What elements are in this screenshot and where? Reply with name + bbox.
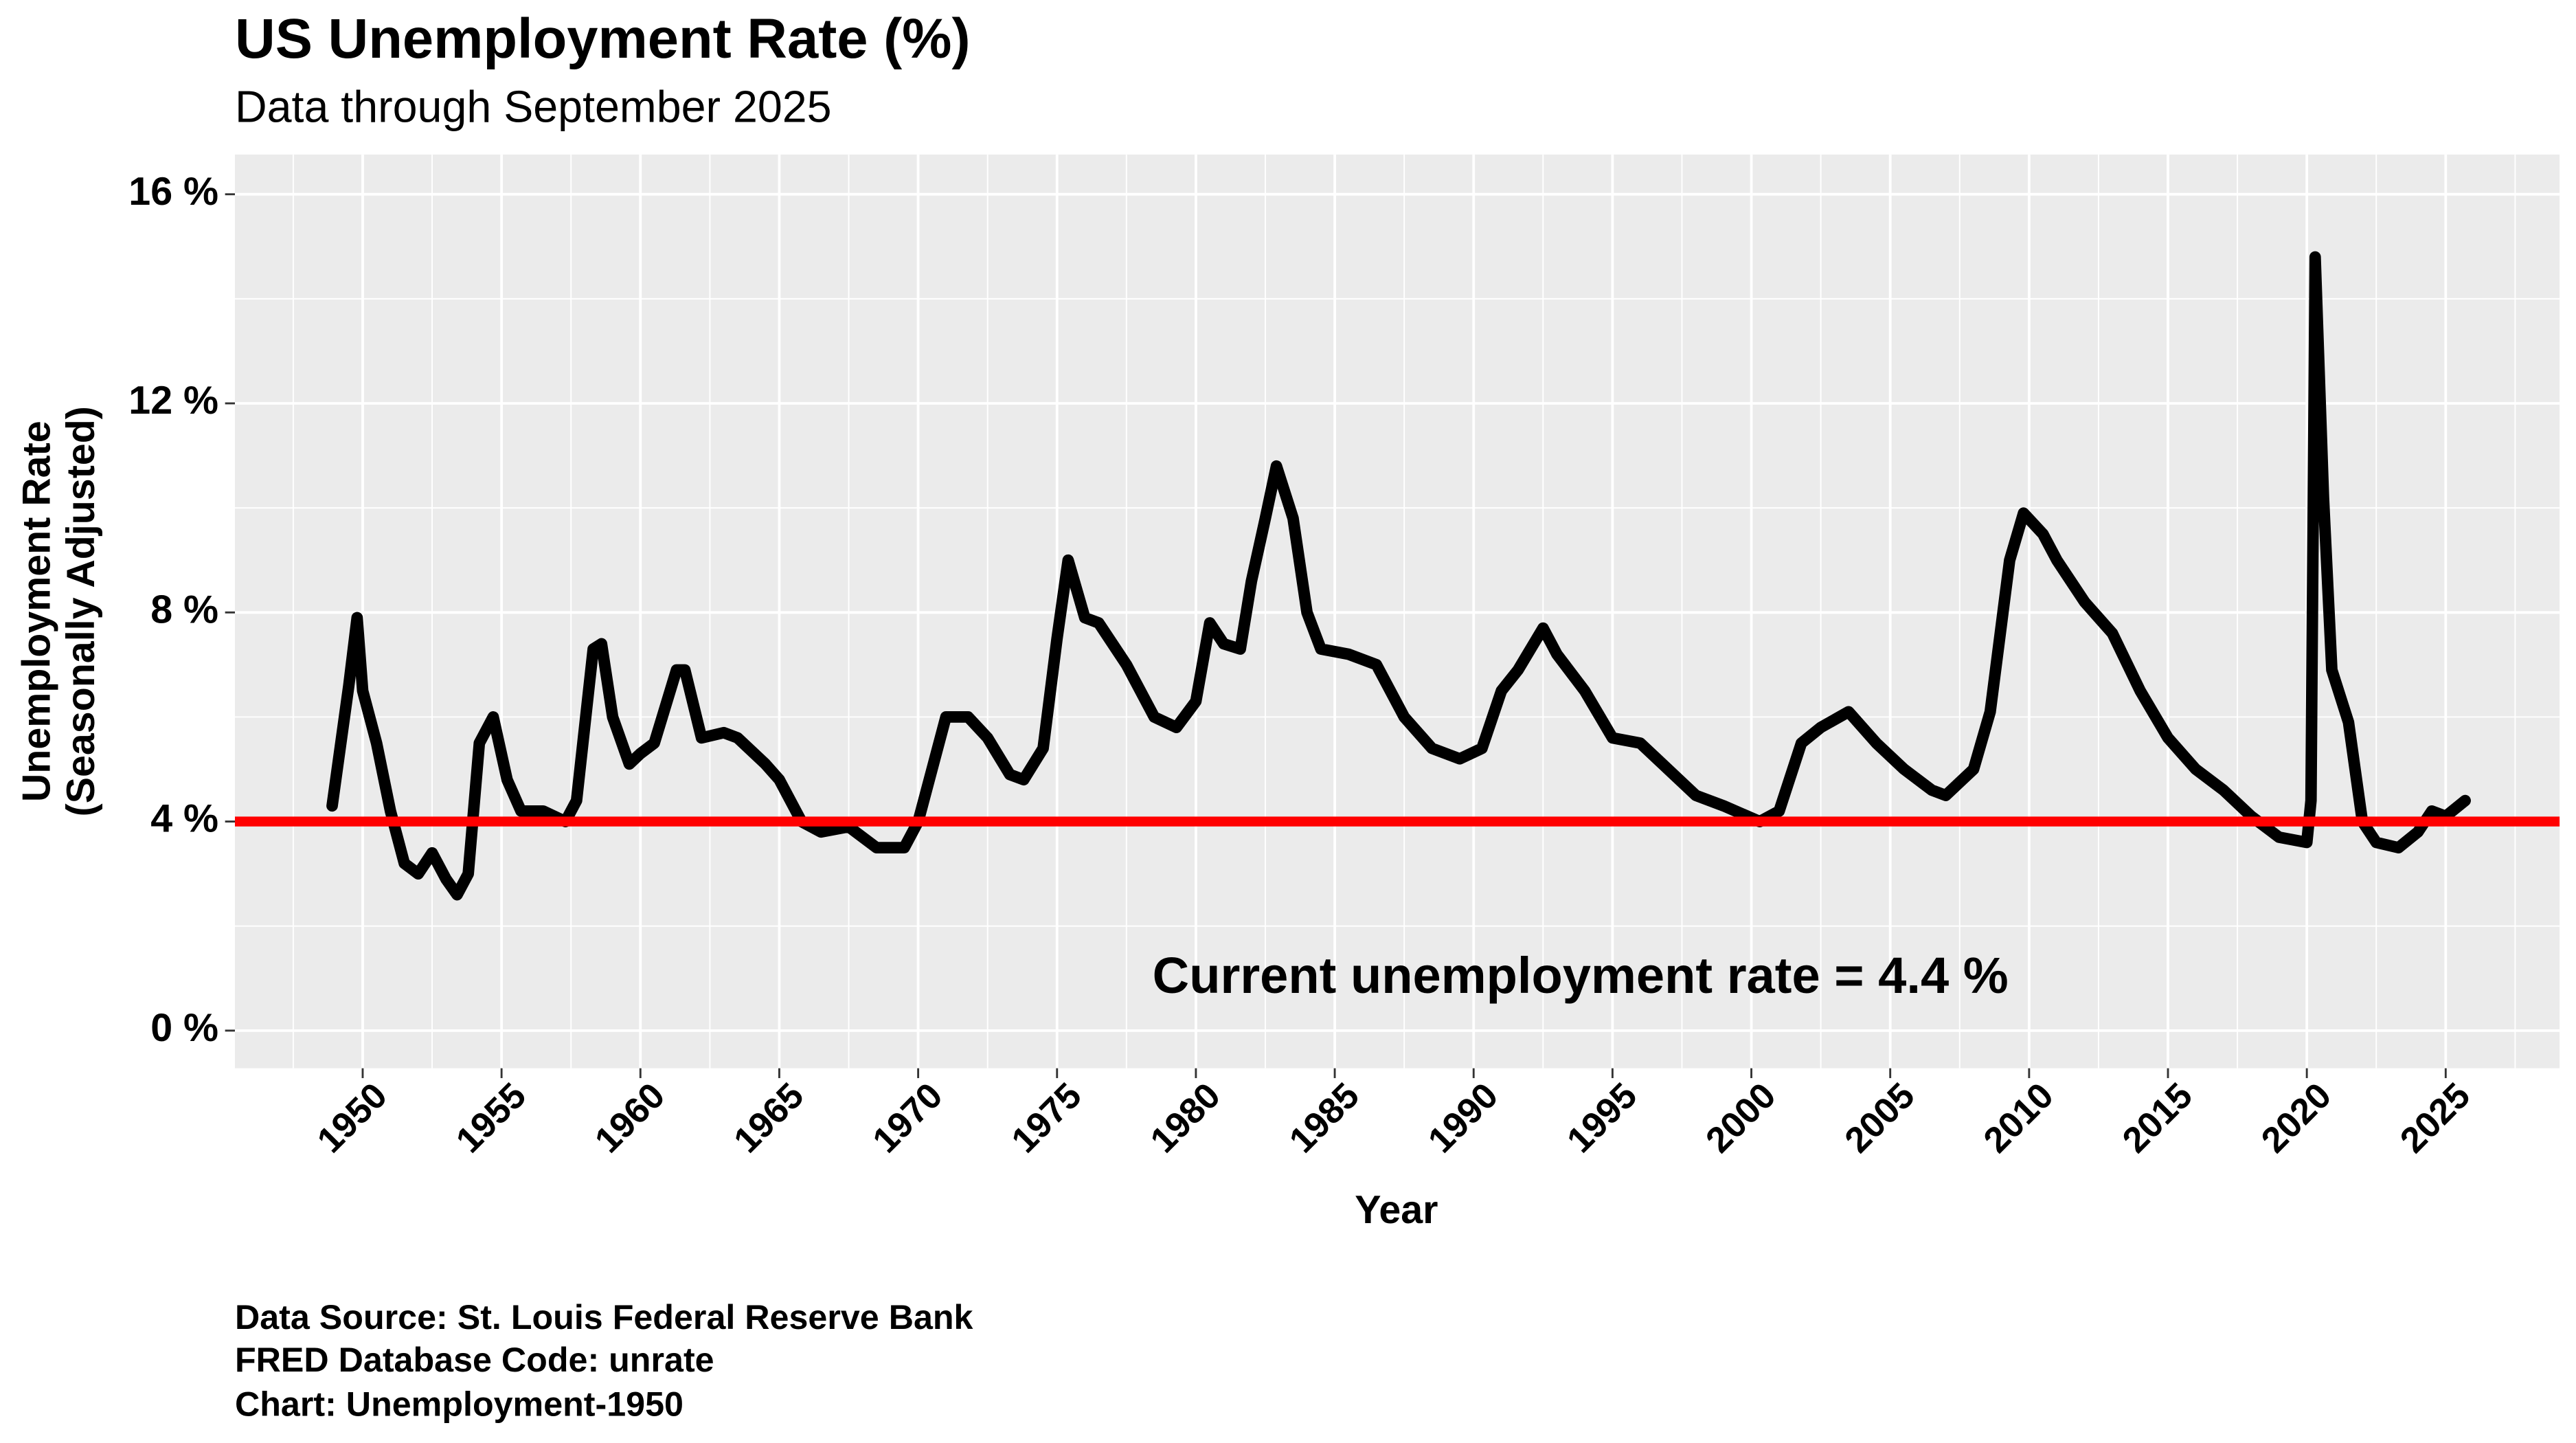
footer-line: FRED Database Code: unrate xyxy=(235,1341,714,1379)
x-tick-label: 2005 xyxy=(1837,1075,1922,1161)
y-tick-label: 16 % xyxy=(128,170,218,214)
x-tick-label: 2000 xyxy=(1698,1075,1783,1161)
x-axis-label: Year xyxy=(1355,1188,1438,1232)
annotation: Current unemployment rate = 4.4 % xyxy=(1153,947,2009,1004)
x-tick-label: 1950 xyxy=(310,1075,395,1161)
footer-line: Chart: Unemployment-1950 xyxy=(235,1385,683,1424)
x-tick-label: 1955 xyxy=(449,1075,534,1161)
x-tick-label: 1985 xyxy=(1282,1075,1367,1161)
x-tick-label: 1965 xyxy=(726,1075,811,1161)
y-axis-label: Unemployment Rate xyxy=(15,421,59,802)
x-tick-label: 1990 xyxy=(1421,1075,1506,1161)
y-axis-label: (Seasonally Adjusted) xyxy=(59,406,103,816)
chart-subtitle: Data through September 2025 xyxy=(235,82,832,131)
y-tick-label: 4 % xyxy=(150,797,218,841)
chart-title: US Unemployment Rate (%) xyxy=(235,8,971,70)
x-tick-label: 2025 xyxy=(2393,1075,2478,1161)
x-tick-label: 1995 xyxy=(1559,1075,1645,1161)
x-tick-label: 1975 xyxy=(1004,1075,1089,1161)
y-tick-label: 8 % xyxy=(150,588,218,631)
x-tick-label: 1980 xyxy=(1142,1075,1228,1161)
x-tick-label: 2010 xyxy=(1976,1075,2061,1161)
y-tick-label: 0 % xyxy=(150,1006,218,1050)
x-tick-label: 1970 xyxy=(865,1075,950,1161)
x-tick-label: 1960 xyxy=(587,1075,673,1161)
footer-line: Data Source: St. Louis Federal Reserve B… xyxy=(235,1298,973,1336)
data-line xyxy=(326,251,2471,901)
y-tick-label: 12 % xyxy=(128,379,218,423)
x-tick-label: 2020 xyxy=(2254,1075,2339,1161)
x-tick-label: 2015 xyxy=(2115,1075,2200,1161)
